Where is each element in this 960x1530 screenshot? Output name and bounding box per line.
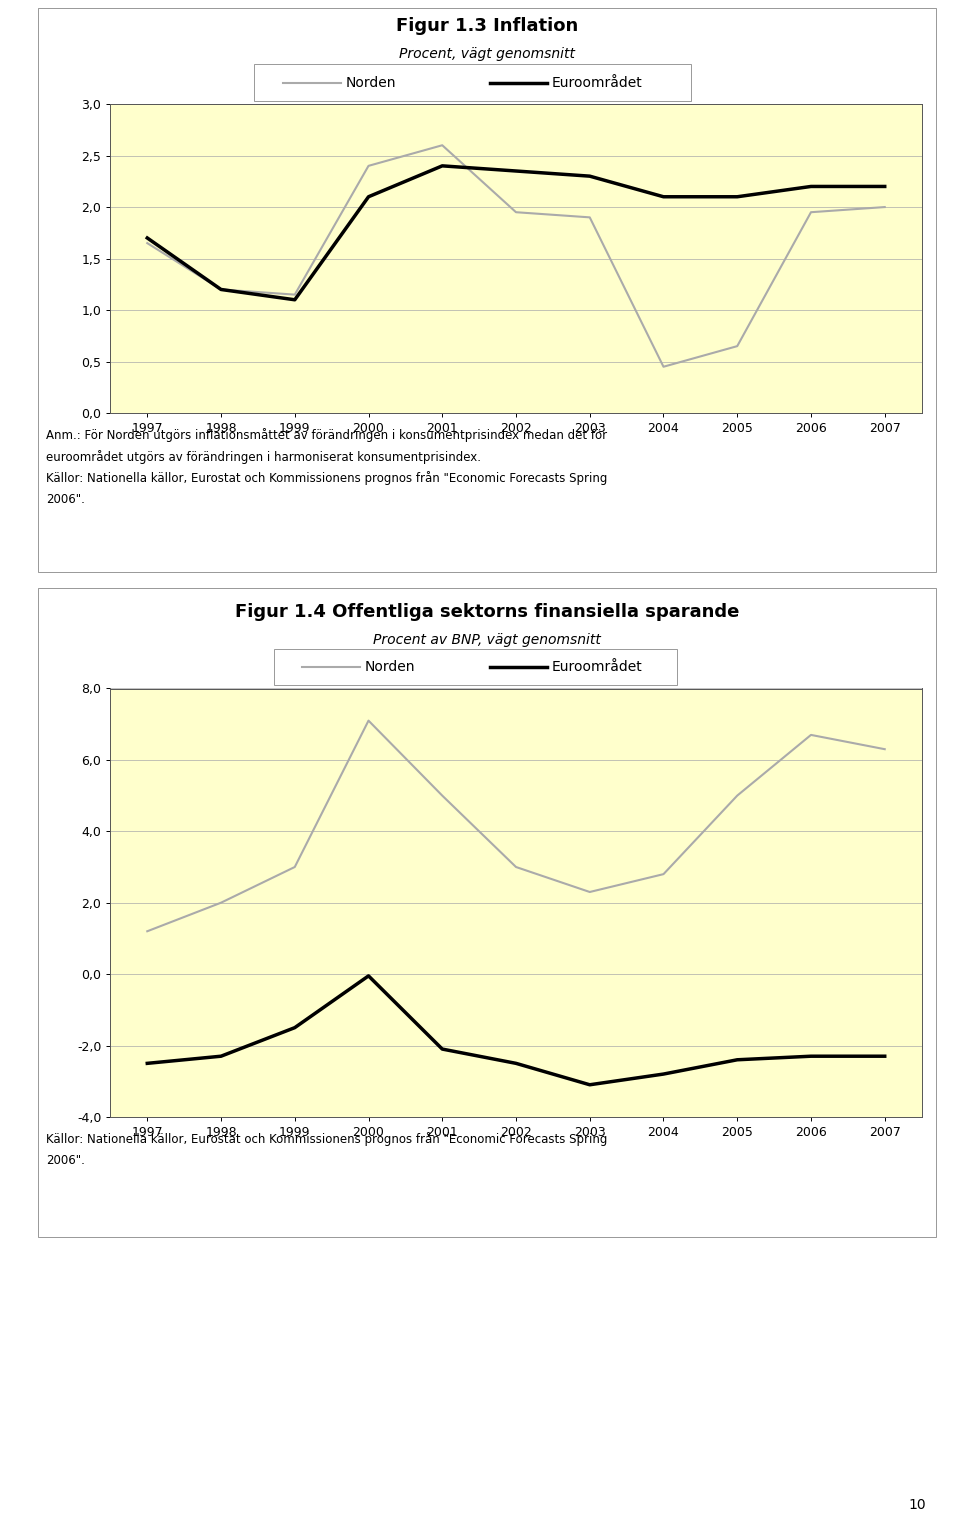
- Text: 2006".: 2006".: [46, 493, 84, 505]
- Text: Norden: Norden: [346, 75, 396, 90]
- Text: Procent av BNP, vägt genomsnitt: Procent av BNP, vägt genomsnitt: [373, 632, 601, 647]
- Text: Källor: Nationella källor, Eurostat och Kommissionens prognos från "Economic For: Källor: Nationella källor, Eurostat och …: [46, 471, 608, 485]
- Text: Norden: Norden: [365, 659, 416, 675]
- Text: Figur 1.4 Offentliga sektorns finansiella sparande: Figur 1.4 Offentliga sektorns finansiell…: [235, 603, 739, 621]
- Text: Procent, vägt genomsnitt: Procent, vägt genomsnitt: [399, 46, 575, 61]
- Text: 10: 10: [909, 1498, 926, 1512]
- Text: Källor: Nationella källor, Eurostat och Kommissionens prognos från "Economic For: Källor: Nationella källor, Eurostat och …: [46, 1132, 608, 1146]
- Text: Anm.: För Norden utgörs inflationsmåttet av förändringen i konsumentprisindex me: Anm.: För Norden utgörs inflationsmåttet…: [46, 428, 608, 442]
- Text: Euroområdet: Euroområdet: [552, 659, 643, 675]
- Text: Figur 1.3 Inflation: Figur 1.3 Inflation: [396, 17, 578, 35]
- Text: euroområdet utgörs av förändringen i harmoniserat konsumentprisindex.: euroområdet utgörs av förändringen i har…: [46, 450, 481, 464]
- Text: Euroområdet: Euroområdet: [552, 75, 643, 90]
- Text: 2006".: 2006".: [46, 1154, 84, 1166]
